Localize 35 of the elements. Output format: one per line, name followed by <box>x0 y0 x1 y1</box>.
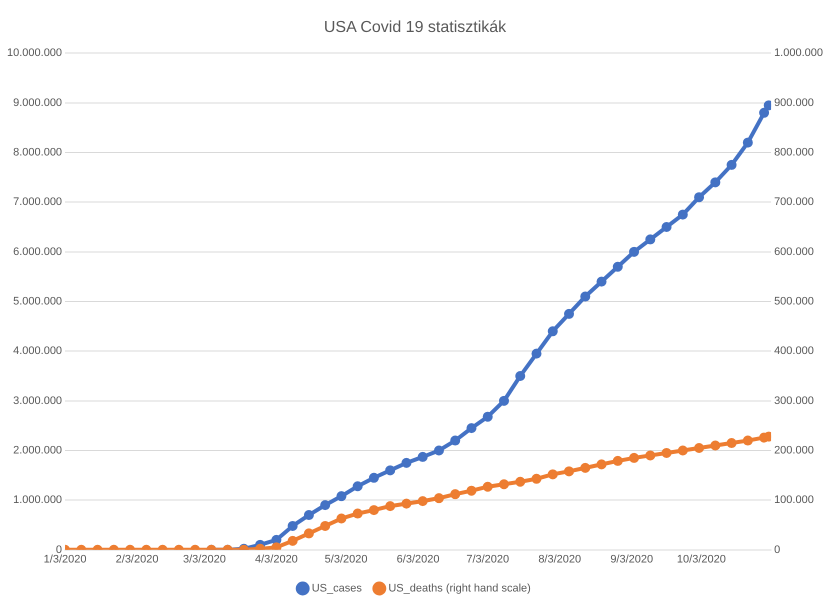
x-tick-label: 7/3/2020 <box>466 553 510 566</box>
y2-tick-label: 400.000 <box>774 345 814 358</box>
x-tick-label: 8/3/2020 <box>538 553 582 566</box>
legend-label: US_deaths (right hand scale) <box>388 582 531 595</box>
y2-tick-label: 100.000 <box>774 494 814 506</box>
y-tick-label: 5.000.000 <box>13 296 62 308</box>
x-tick-label: 2/3/2020 <box>116 553 158 566</box>
legend-label: US_cases <box>312 582 362 595</box>
y-tick-label: 0 <box>56 544 62 556</box>
x-tick-label: 3/3/2020 <box>182 553 226 566</box>
y-tick-label: 8.000.000 <box>13 146 62 159</box>
y-tick-label: 3.000.000 <box>13 394 62 407</box>
x-tick-label: 9/3/2020 <box>610 553 654 566</box>
y-tick-label: 9.000.000 <box>13 96 62 109</box>
y2-tick-label: 300.000 <box>774 394 814 407</box>
x-tick-label: 5/3/2020 <box>324 553 368 566</box>
x-tick-label: 4/3/2020 <box>254 553 298 566</box>
y-tick-label: 10.000.000 <box>6 47 62 60</box>
x-tick-label: 1/3/2020 <box>44 553 86 566</box>
y-tick-label: 6.000.000 <box>13 246 62 258</box>
x-tick-label: 6/3/2020 <box>396 553 440 566</box>
y2-tick-label: 800.000 <box>774 146 814 159</box>
y2-tick-label: 700.000 <box>774 196 814 208</box>
y2-tick-label: 500.000 <box>774 296 814 308</box>
y2-tick-label: 0 <box>774 544 780 556</box>
y-tick-label: 1.000.000 <box>13 494 62 506</box>
y-tick-label: 4.000.000 <box>13 345 62 358</box>
y2-tick-label: 200.000 <box>774 444 814 457</box>
chart-title: USA Covid 19 statisztikák <box>324 19 508 36</box>
y2-tick-label: 1.000.000 <box>774 47 823 60</box>
y-tick-label: 7.000.000 <box>13 196 62 208</box>
y2-tick-label: 900.000 <box>774 96 814 109</box>
y2-tick-label: 600.000 <box>774 246 814 258</box>
x-tick-label: 10/3/2020 <box>676 553 726 566</box>
y-tick-label: 2.000.000 <box>13 444 62 457</box>
